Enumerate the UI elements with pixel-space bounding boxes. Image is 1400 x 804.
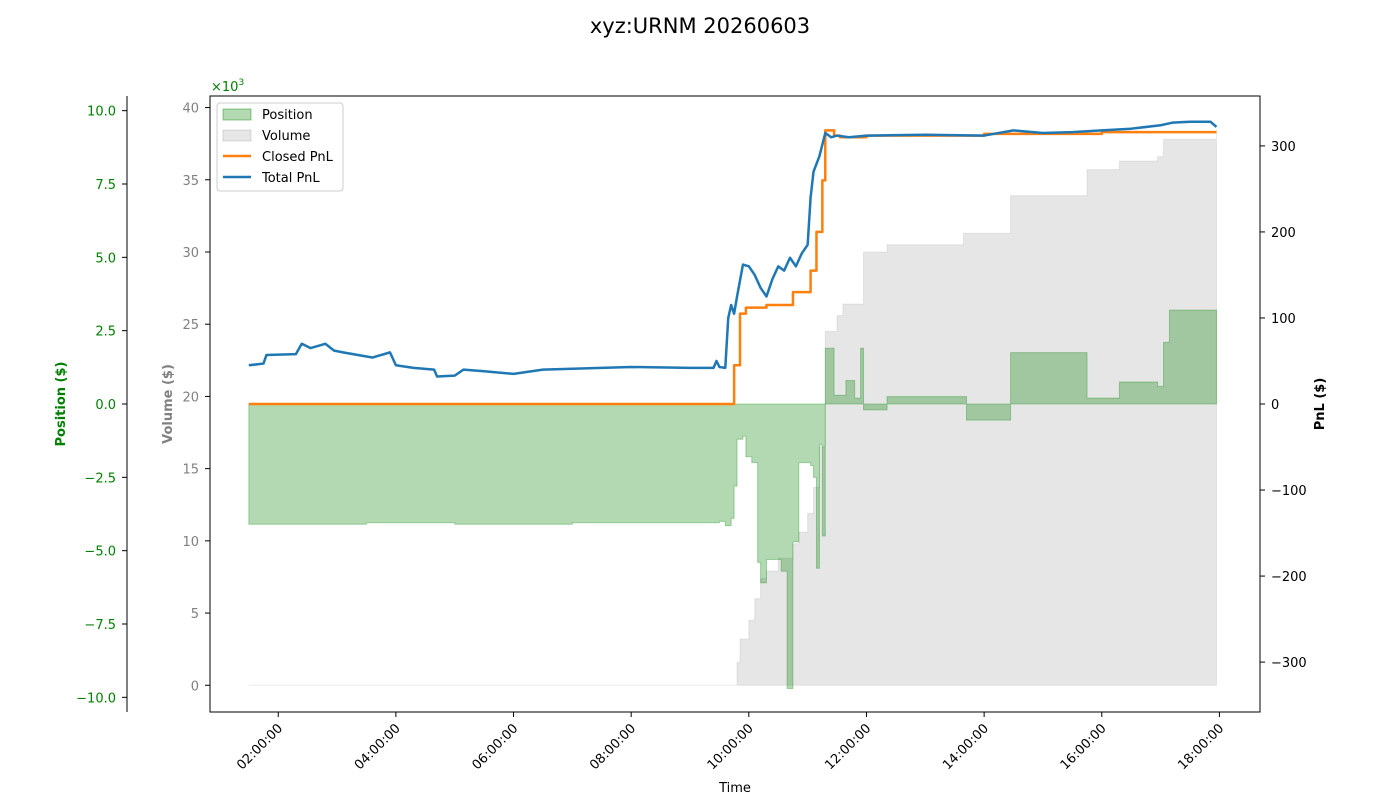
pnl-tick-label: 100 [1271,312,1296,327]
volume-axis-ticks: 40 35 30 25 20 15 10 5 0 [182,102,210,694]
pnl-tick-label: 200 [1271,226,1296,241]
time-tick-label: 16:00:00 [1058,721,1110,773]
legend-label-closed-pnl: Closed PnL [262,150,334,165]
time-tick-label: 04:00:00 [352,721,404,773]
pnl-tick-label: −200 [1271,570,1307,585]
position-tick-label: −7.5 [84,618,116,633]
legend-box [216,102,344,192]
volume-tick-label: 0 [191,679,199,694]
volume-axis-label: Volume ($) [161,364,176,444]
position-tick-label: −2.5 [84,471,116,486]
volume-tick-label: 20 [182,390,199,405]
position-tick-label: 5.0 [95,251,116,266]
pnl-tick-label: −100 [1271,484,1307,499]
volume-tick-label: 10 [182,535,199,550]
time-tick-label: 06:00:00 [469,721,521,773]
position-tick-label: 0.0 [95,398,116,413]
total-pnl-line [248,120,1218,378]
time-tick-label: 12:00:00 [822,721,874,773]
legend-swatch-volume [222,129,252,142]
pnl-axis-label: PnL ($) [1313,378,1328,431]
time-axis-label: Time [718,781,751,796]
pnl-tick-label: 0 [1271,398,1279,413]
time-tick-label: 10:00:00 [705,721,757,773]
volume-tick-label: 35 [182,174,199,189]
volume-tick-label: 40 [182,102,199,117]
legend: Position Volume Closed PnL Total PnL [216,102,344,192]
volume-tick-label: 5 [191,607,199,622]
time-tick-label: 18:00:00 [1175,721,1227,773]
legend-label-volume: Volume [262,129,310,144]
legend-label-total-pnl: Total PnL [261,171,320,186]
time-tick-label: 02:00:00 [234,721,286,773]
time-axis-ticks: 02:00:00 04:00:00 06:00:00 08:00:00 10:00:00… [234,712,1227,773]
legend-swatch-position [222,108,252,121]
total-pnl-layer [248,120,1218,378]
chart-title: xyz:URNM 20260603 [590,14,810,38]
time-tick-label: 14:00:00 [940,721,992,773]
volume-area [248,129,1217,686]
pnl-tick-label: 300 [1271,140,1296,155]
position-tick-label: 7.5 [95,178,116,193]
pnl-axis-ticks: 300 200 100 0 −100 −200 −300 [1260,140,1307,671]
volume-tick-label: 30 [182,246,199,261]
position-tick-label: −5.0 [84,545,116,560]
volume-tick-label: 15 [182,463,199,478]
volume-area-layer [248,129,1217,686]
position-axis-label: Position ($) [54,362,69,447]
volume-offset-label: ×103 [211,78,244,95]
position-axis-ticks: 10.0 7.5 5.0 2.5 0.0 −2.5 −5.0 −7.5 −10.0 [76,105,127,706]
volume-tick-label: 25 [182,318,199,333]
legend-label-position: Position [262,108,313,123]
position-tick-label: −10.0 [76,691,116,706]
time-tick-label: 08:00:00 [587,721,639,773]
pnl-tick-label: −300 [1271,656,1307,671]
position-tick-label: 2.5 [95,325,116,340]
position-tick-label: 10.0 [87,105,116,120]
